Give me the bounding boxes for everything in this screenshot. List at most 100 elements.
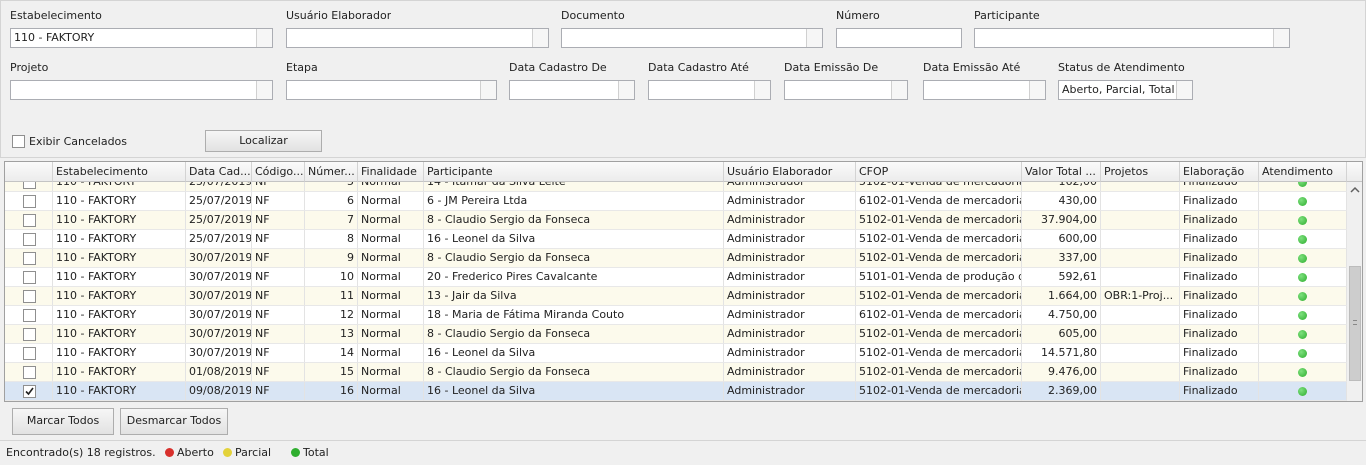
column-header[interactable]: Númer... bbox=[305, 162, 358, 182]
input-field[interactable] bbox=[286, 28, 549, 48]
cell: 110 - FAKTORY bbox=[53, 305, 186, 325]
cell bbox=[1259, 191, 1347, 211]
dropdown-button[interactable] bbox=[1273, 29, 1289, 47]
grid-row[interactable]: 110 - FAKTORY 25/07/2019 NF 6 Normal 6 - JM P… bbox=[5, 191, 1347, 211]
dropdown-button[interactable] bbox=[806, 29, 822, 47]
cell: 4.750,00 bbox=[1022, 305, 1101, 325]
column-header[interactable]: Finalidade bbox=[358, 162, 424, 182]
grid-row[interactable]: 110 - FAKTORY 30/07/2019 NF 10 Normal 20 - Fr… bbox=[5, 267, 1347, 287]
dropdown-button[interactable] bbox=[256, 29, 272, 47]
dropdown-button[interactable] bbox=[532, 29, 548, 47]
row-checkbox[interactable] bbox=[23, 346, 36, 360]
deselect-all-button[interactable]: Desmarcar Todos bbox=[120, 408, 228, 435]
checkbox[interactable] bbox=[12, 135, 25, 148]
grid-row[interactable]: 110 - FAKTORY 30/07/2019 NF 13 Normal 8 - Cla… bbox=[5, 324, 1347, 344]
grid-row[interactable]: 110 - FAKTORY 09/08/2019 NF 16 Normal 16 - Le… bbox=[5, 381, 1347, 401]
row-checkbox[interactable] bbox=[23, 182, 36, 189]
input-field[interactable] bbox=[923, 80, 1046, 100]
dropdown-button[interactable] bbox=[754, 81, 770, 99]
field-value: 110 - FAKTORY bbox=[14, 31, 95, 44]
cell: Normal bbox=[358, 182, 424, 192]
dropdown-button[interactable] bbox=[256, 81, 272, 99]
cell bbox=[1259, 305, 1347, 325]
dropdown-button[interactable] bbox=[480, 81, 496, 99]
grid-row[interactable]: 110 - FAKTORY 30/07/2019 NF 12 Normal 18 - Ma… bbox=[5, 305, 1347, 325]
cell bbox=[1101, 381, 1180, 401]
dropdown-button[interactable] bbox=[1176, 81, 1192, 99]
grid-row[interactable]: 110 - FAKTORY 30/07/2019 NF 14 Normal 16 - Le… bbox=[5, 343, 1347, 363]
grid-row[interactable]: 110 - FAKTORY 25/07/2019 NF 8 Normal 16 - Leo… bbox=[5, 229, 1347, 249]
cell: 110 - FAKTORY bbox=[53, 362, 186, 382]
dropdown-arrow bbox=[1181, 88, 1189, 93]
row-checkbox[interactable] bbox=[23, 365, 36, 379]
cell: Administrador bbox=[724, 248, 856, 268]
row-checkbox[interactable] bbox=[23, 327, 36, 341]
input-field[interactable] bbox=[561, 28, 823, 48]
cell: Finalizado bbox=[1180, 182, 1259, 192]
row-checkbox[interactable] bbox=[23, 308, 36, 322]
cell: 6102-01-Venda de mercadoria... bbox=[856, 191, 1022, 211]
row-checkbox[interactable] bbox=[23, 384, 36, 398]
dropdown-arrow bbox=[537, 36, 545, 41]
cell: Normal bbox=[358, 343, 424, 363]
status-dot bbox=[1298, 386, 1307, 396]
cell: 110 - FAKTORY bbox=[53, 343, 186, 363]
column-header[interactable]: Valor Total ... bbox=[1022, 162, 1101, 182]
column-header[interactable]: Data Cad... bbox=[186, 162, 252, 182]
row-checkbox[interactable] bbox=[23, 194, 36, 208]
column-header[interactable]: Elaboração bbox=[1180, 162, 1259, 182]
column-header[interactable]: Atendimento bbox=[1259, 162, 1347, 182]
cell: NF bbox=[252, 248, 305, 268]
cell: Administrador bbox=[724, 381, 856, 401]
select-all-button[interactable]: Marcar Todos bbox=[12, 408, 114, 435]
cell: 30/07/2019 bbox=[186, 267, 252, 287]
row-checkbox[interactable] bbox=[23, 270, 36, 284]
grid-row[interactable]: 110 - FAKTORY 30/07/2019 NF 9 Normal 8 - Clau… bbox=[5, 248, 1347, 268]
scroll-grip bbox=[1353, 320, 1357, 325]
dropdown-button[interactable] bbox=[1029, 81, 1045, 99]
dropdown-arrow bbox=[811, 36, 819, 41]
input-field[interactable]: 110 - FAKTORY bbox=[10, 28, 273, 48]
cell: 110 - FAKTORY bbox=[53, 191, 186, 211]
cell: 15 bbox=[305, 362, 358, 382]
grid-row[interactable]: 110 - FAKTORY 01/08/2019 NF 15 Normal 8 - Cla… bbox=[5, 362, 1347, 382]
column-header[interactable]: Projetos bbox=[1101, 162, 1180, 182]
status-dot bbox=[1298, 272, 1307, 282]
row-checkbox[interactable] bbox=[23, 289, 36, 303]
row-checkbox[interactable] bbox=[23, 232, 36, 246]
input-field[interactable] bbox=[648, 80, 771, 100]
search-button[interactable]: Localizar bbox=[205, 130, 322, 152]
grid-row[interactable]: 110 - FAKTORY 30/07/2019 NF 11 Normal 13 - Ja… bbox=[5, 286, 1347, 306]
column-header[interactable]: Código... bbox=[252, 162, 305, 182]
input-field[interactable] bbox=[784, 80, 908, 100]
cell: 13 bbox=[305, 324, 358, 344]
check-icon bbox=[25, 387, 34, 395]
row-checkbox[interactable] bbox=[23, 213, 36, 227]
cell: 20 - Frederico Pires Cavalcante bbox=[424, 267, 724, 287]
input-field[interactable] bbox=[286, 80, 497, 100]
scroll-up[interactable] bbox=[1347, 182, 1362, 198]
cell: 6 - JM Pereira Ltda bbox=[424, 191, 724, 211]
cell bbox=[1259, 381, 1347, 401]
input-field[interactable]: Aberto, Parcial, Total bbox=[1058, 80, 1193, 100]
input-field[interactable] bbox=[509, 80, 635, 100]
cell: 6102-01-Venda de mercadoria... bbox=[856, 305, 1022, 325]
dropdown-button[interactable] bbox=[618, 81, 634, 99]
column-header[interactable]: Estabelecimento bbox=[53, 162, 186, 182]
dropdown-button[interactable] bbox=[891, 81, 907, 99]
grid-row[interactable]: 110 - FAKTORY 25/07/2019 NF 7 Normal 8 - Clau… bbox=[5, 210, 1347, 230]
cell: 9 bbox=[305, 248, 358, 268]
scroll-thumb[interactable] bbox=[1349, 266, 1361, 381]
cell: Finalizado bbox=[1180, 324, 1259, 344]
column-header[interactable]: CFOP bbox=[856, 162, 1022, 182]
input-field[interactable] bbox=[836, 28, 962, 48]
column-header[interactable]: Usuário Elaborador bbox=[724, 162, 856, 182]
up-arrow bbox=[1350, 186, 1360, 193]
input-field[interactable] bbox=[10, 80, 273, 100]
cell: 592,61 bbox=[1022, 267, 1101, 287]
row-checkbox[interactable] bbox=[23, 251, 36, 265]
status-dot bbox=[1298, 196, 1307, 206]
input-field[interactable] bbox=[974, 28, 1290, 48]
column-header[interactable]: Participante bbox=[424, 162, 724, 182]
